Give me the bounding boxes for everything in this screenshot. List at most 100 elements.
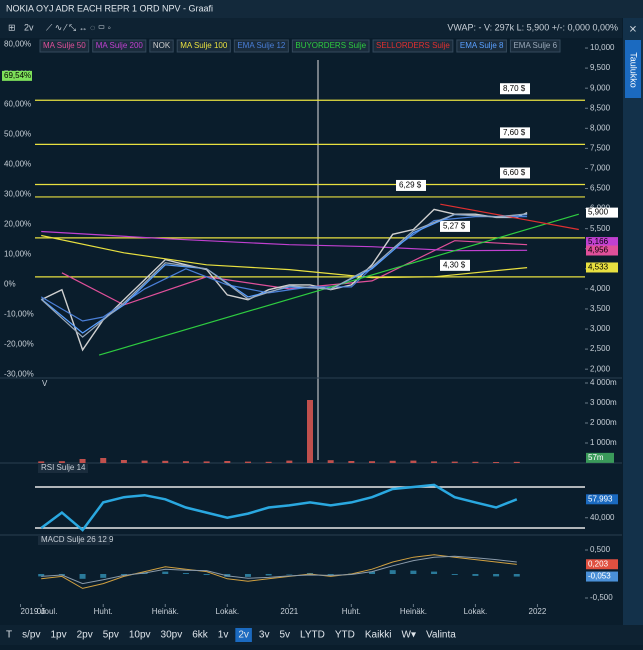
range-label[interactable]: s/pv bbox=[22, 630, 40, 641]
macd-histogram bbox=[245, 574, 251, 577]
macd-histogram bbox=[80, 574, 86, 579]
level-label: 7,60 $ bbox=[503, 128, 526, 137]
range-label[interactable]: 3v bbox=[259, 630, 270, 641]
y-tick-label: 8,500 bbox=[590, 103, 611, 112]
y2-tick-label: -20,00% bbox=[4, 340, 34, 349]
volume-bar bbox=[410, 461, 416, 463]
legend-label[interactable]: MA Sulje 50 bbox=[43, 41, 86, 50]
range-label[interactable]: 1pv bbox=[50, 630, 66, 641]
y-tick-label: 0,500 bbox=[590, 545, 611, 554]
panel-title: V bbox=[42, 379, 48, 388]
macd-histogram bbox=[431, 572, 437, 574]
legend-label[interactable]: MA Sulje 100 bbox=[180, 41, 228, 50]
value-tag-label: 0,203 bbox=[588, 559, 609, 568]
y2-tick-label: 0% bbox=[4, 280, 16, 289]
value-tag-label: 57,993 bbox=[588, 494, 613, 503]
y-tick-label: 9,500 bbox=[590, 63, 611, 72]
y2-tick-label: 40,00% bbox=[4, 160, 31, 169]
y-tick-label: 3 000m bbox=[590, 398, 617, 407]
y-tick-label: 9,000 bbox=[590, 83, 611, 92]
x-tick-label: Lokak. bbox=[464, 607, 488, 616]
y2-tick-label: 20,00% bbox=[4, 220, 31, 229]
volume-bar bbox=[162, 461, 168, 463]
range-label[interactable]: 5v bbox=[279, 630, 290, 641]
volume-bar bbox=[100, 458, 106, 463]
macd-histogram bbox=[493, 574, 499, 576]
y-tick-label: 6,500 bbox=[590, 184, 611, 193]
y-tick-label: 2,500 bbox=[590, 344, 611, 353]
window-title: NOKIA OYJ ADR EACH REPR 1 ORD NPV - Graa… bbox=[6, 3, 213, 13]
macd-histogram bbox=[266, 574, 272, 575]
legend-label[interactable]: EMA Sulje 12 bbox=[237, 41, 286, 50]
period-button[interactable]: 2v bbox=[24, 22, 34, 32]
macd-histogram bbox=[162, 572, 168, 574]
y-tick-label: 4 000m bbox=[590, 378, 617, 387]
range-label[interactable]: Kaikki bbox=[365, 630, 392, 641]
y-tick-label: 1 000m bbox=[590, 438, 617, 447]
y-tick-label: 8,000 bbox=[590, 123, 611, 132]
x-tick-label: 2021 bbox=[280, 607, 298, 616]
legend-label[interactable]: EMA Sulje 8 bbox=[460, 41, 504, 50]
y2-tick-label: -10,00% bbox=[4, 310, 34, 319]
tool-icons[interactable]: ⊞ bbox=[8, 22, 16, 32]
x-tick-label: Heinäk. bbox=[400, 607, 427, 616]
volume-bar bbox=[183, 461, 189, 463]
range-label[interactable]: W▾ bbox=[402, 630, 416, 641]
y-tick-label: 2,000 bbox=[590, 364, 611, 373]
volume-bar bbox=[514, 462, 520, 463]
legend-label[interactable]: SELLORDERS Sulje bbox=[376, 41, 450, 50]
y-tick-label: 7,000 bbox=[590, 164, 611, 173]
range-label[interactable]: LYTD bbox=[300, 630, 325, 641]
volume-bar bbox=[348, 461, 354, 463]
x-tick-label: 06 bbox=[37, 607, 46, 616]
y2-tick-label: 30,00% bbox=[4, 190, 31, 199]
range-label[interactable]: 2v bbox=[238, 630, 249, 641]
volume-bar bbox=[245, 462, 251, 463]
x-tick-label: Lokak. bbox=[216, 607, 240, 616]
level-label: 4,30 $ bbox=[443, 260, 466, 269]
volume-bar bbox=[142, 461, 148, 463]
quote: VWAP: - V: 297k L: 5,900 +/-: 0,000 0,00… bbox=[447, 22, 618, 32]
range-label[interactable]: 10pv bbox=[129, 630, 151, 641]
x-tick-label: Heinäk. bbox=[152, 607, 179, 616]
close-icon[interactable]: ✕ bbox=[629, 25, 637, 36]
y-tick-label: 3,000 bbox=[590, 324, 611, 333]
y2-tick-label: -30,00% bbox=[4, 370, 34, 379]
x-tick-label: Huht. bbox=[342, 607, 361, 616]
value-tag-label: 5,900 bbox=[588, 208, 609, 217]
range-label[interactable]: Valinta bbox=[426, 630, 456, 641]
y2-tick-label: 60,00% bbox=[4, 100, 31, 109]
range-label[interactable]: YTD bbox=[335, 630, 355, 641]
value-tag-label: 4,956 bbox=[588, 246, 609, 255]
legend-label[interactable]: MA Sulje 200 bbox=[96, 41, 144, 50]
range-label[interactable]: 6kk bbox=[192, 630, 209, 641]
range-label[interactable]: 5pv bbox=[103, 630, 119, 641]
value-tag-label: 69,54% bbox=[4, 71, 31, 80]
legend-label[interactable]: NOK bbox=[153, 41, 171, 50]
tool-icons[interactable]: ⟋ ∿ ⁄ ⤡ ↔ ◌ ▭ ◦ bbox=[46, 22, 111, 32]
side-tab-label[interactable]: Taulukko bbox=[629, 52, 639, 88]
y-tick-label: 4,000 bbox=[590, 284, 611, 293]
macd-histogram bbox=[204, 574, 210, 575]
y-tick-label: -0,500 bbox=[590, 593, 613, 602]
legend-label[interactable]: EMA Sulje 6 bbox=[513, 41, 557, 50]
y-tick-label: 3,500 bbox=[590, 304, 611, 313]
macd-histogram bbox=[390, 570, 396, 574]
y2-tick-label: 50,00% bbox=[4, 130, 31, 139]
macd-histogram bbox=[472, 574, 478, 576]
range-label[interactable]: 1v bbox=[218, 630, 229, 641]
volume-bar bbox=[369, 461, 375, 463]
level-label: 6,29 $ bbox=[399, 181, 422, 190]
range-label[interactable]: 2pv bbox=[77, 630, 93, 641]
level-label: 5,27 $ bbox=[443, 222, 466, 231]
range-label[interactable]: 30pv bbox=[161, 630, 183, 641]
range-label[interactable]: T bbox=[6, 630, 12, 641]
volume-bar bbox=[390, 461, 396, 463]
y-tick-label: 2 000m bbox=[590, 418, 617, 427]
legend-label[interactable]: BUYORDERS Sulje bbox=[295, 41, 366, 50]
y2-tick-label: 10,00% bbox=[4, 250, 31, 259]
volume-bar bbox=[307, 400, 313, 463]
value-tag-label: 57m bbox=[588, 453, 604, 462]
panel-title: RSI Sulje 14 bbox=[41, 463, 86, 472]
